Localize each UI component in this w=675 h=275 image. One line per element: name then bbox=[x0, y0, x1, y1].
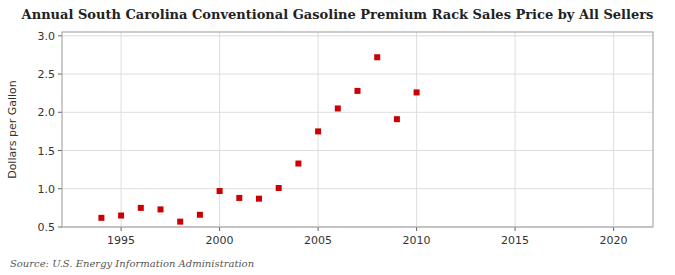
point bbox=[138, 205, 144, 211]
tick-y bbox=[58, 112, 62, 113]
tick-label-x: 2005 bbox=[304, 234, 332, 247]
point bbox=[256, 196, 262, 202]
point bbox=[177, 219, 183, 225]
point bbox=[335, 105, 341, 111]
source-note: Source: U.S. Energy Information Administ… bbox=[10, 258, 254, 269]
tick-label-y: 1.5 bbox=[38, 145, 56, 158]
grid-line-x bbox=[219, 32, 220, 227]
tick-x bbox=[416, 227, 417, 231]
point bbox=[374, 54, 380, 60]
tick-x bbox=[121, 227, 122, 231]
tick-x bbox=[219, 227, 220, 231]
point bbox=[295, 161, 301, 167]
tick-label-y: 2.0 bbox=[38, 106, 56, 119]
grid-line-x bbox=[121, 32, 122, 227]
y-label: Dollars per Gallon bbox=[6, 80, 19, 179]
tick-label-x: 1995 bbox=[107, 234, 135, 247]
chart: 0.5 1.0 1.5 2.0 2.5 3.0 1995 2000 2005 2010 2015 20… bbox=[0, 0, 675, 275]
tick-y bbox=[58, 74, 62, 75]
point bbox=[315, 128, 321, 134]
tick-label-x: 2010 bbox=[403, 234, 431, 247]
tick-y bbox=[58, 227, 62, 228]
grid-line-y bbox=[62, 112, 653, 113]
tick-x bbox=[515, 227, 516, 231]
tick-y bbox=[58, 188, 62, 189]
grid bbox=[62, 32, 653, 227]
grid-line-y bbox=[62, 188, 653, 189]
point bbox=[355, 88, 361, 94]
point bbox=[118, 213, 124, 219]
points bbox=[98, 54, 419, 224]
point bbox=[276, 185, 282, 191]
tick-x bbox=[318, 227, 319, 231]
point bbox=[217, 188, 223, 194]
point bbox=[414, 89, 420, 95]
tick-y bbox=[58, 35, 62, 36]
grid-line-y bbox=[62, 35, 653, 36]
tick-label-y: 3.0 bbox=[38, 30, 56, 43]
grid-line-x bbox=[515, 32, 516, 227]
grid-line-x bbox=[613, 32, 614, 227]
tick-label-y: 0.5 bbox=[38, 221, 56, 234]
title: Annual South Carolina Conventional Gasol… bbox=[21, 7, 654, 22]
plot-frame bbox=[62, 32, 653, 227]
tick-y bbox=[58, 150, 62, 151]
point bbox=[236, 195, 242, 201]
grid-line-y bbox=[62, 74, 653, 75]
tick-label-x: 2015 bbox=[501, 234, 529, 247]
tick-x bbox=[613, 227, 614, 231]
point bbox=[158, 206, 164, 212]
tick-label-x: 2020 bbox=[600, 234, 628, 247]
grid-line-y bbox=[62, 150, 653, 151]
point bbox=[197, 212, 203, 218]
axes: 0.5 1.0 1.5 2.0 2.5 3.0 1995 2000 2005 2010 2015 20… bbox=[38, 30, 654, 247]
tick-label-y: 1.0 bbox=[38, 183, 56, 196]
tick-label-y: 2.5 bbox=[38, 68, 56, 81]
point bbox=[394, 116, 400, 122]
tick-label-x: 2000 bbox=[206, 234, 234, 247]
grid-line-x bbox=[416, 32, 417, 227]
point bbox=[98, 215, 104, 221]
